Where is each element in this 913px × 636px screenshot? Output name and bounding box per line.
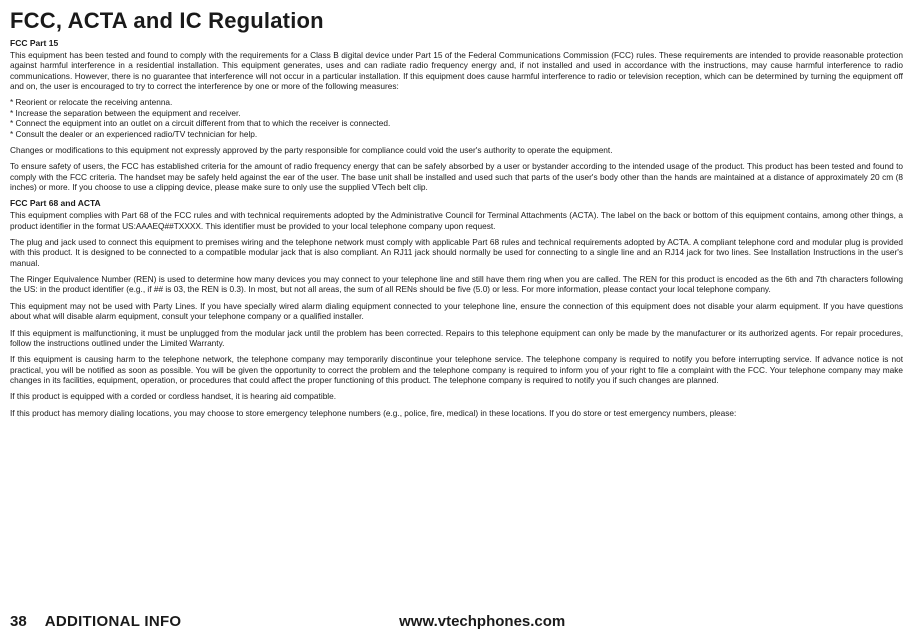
page-footer: 38 ADDITIONAL INFO www.vtechphones.com bbox=[10, 613, 903, 630]
fcc-part15-p1: This equipment has been tested and found… bbox=[10, 50, 903, 91]
list-item: * Consult the dealer or an experienced r… bbox=[10, 129, 903, 139]
page-number: 38 bbox=[10, 613, 27, 630]
footer-section-label: ADDITIONAL INFO bbox=[45, 613, 182, 630]
list-item: * Connect the equipment into an outlet o… bbox=[10, 118, 903, 128]
fcc-part68-p4: This equipment may not be used with Part… bbox=[10, 301, 903, 322]
fcc-part68-p3: The Ringer Equivalence Number (REN) is u… bbox=[10, 274, 903, 295]
fcc-part15-p3: To ensure safety of users, the FCC has e… bbox=[10, 161, 903, 192]
fcc-part15-p2: Changes or modifications to this equipme… bbox=[10, 145, 903, 155]
fcc-part68-p5: If this equipment is malfunctioning, it … bbox=[10, 328, 903, 349]
fcc-part68-p8: If this product has memory dialing locat… bbox=[10, 408, 903, 418]
footer-url: www.vtechphones.com bbox=[181, 613, 783, 630]
page-container: FCC, ACTA and IC Regulation FCC Part 15 … bbox=[0, 0, 913, 636]
fcc-part68-p2: The plug and jack used to connect this e… bbox=[10, 237, 903, 268]
page-title: FCC, ACTA and IC Regulation bbox=[10, 8, 903, 34]
list-item: * Increase the separation between the eq… bbox=[10, 108, 903, 118]
list-item: * Reorient or relocate the receiving ant… bbox=[10, 97, 903, 107]
fcc-part15-bullets: * Reorient or relocate the receiving ant… bbox=[10, 97, 903, 138]
fcc-part68-p1: This equipment complies with Part 68 of … bbox=[10, 210, 903, 231]
fcc-part68-p6: If this equipment is causing harm to the… bbox=[10, 354, 903, 385]
fcc-part68-heading: FCC Part 68 and ACTA bbox=[10, 198, 903, 208]
fcc-part68-p7: If this product is equipped with a corde… bbox=[10, 391, 903, 401]
fcc-part15-heading: FCC Part 15 bbox=[10, 38, 903, 48]
